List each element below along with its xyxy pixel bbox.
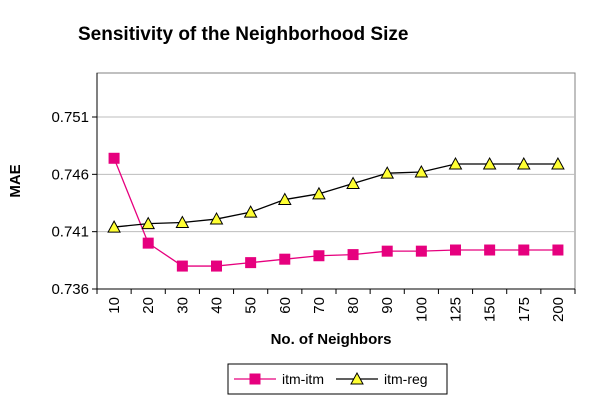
data-point (279, 253, 291, 265)
data-point (380, 166, 395, 179)
series-line (114, 163, 558, 228)
x-tick-label: 10 (106, 297, 123, 314)
x-tick-label: 175 (516, 297, 533, 322)
legend-marker (350, 371, 364, 385)
data-point (277, 192, 292, 206)
y-tick-labels: 0.736 0.741 0.746 0.751 (51, 109, 89, 298)
series-itm-itm (108, 152, 564, 272)
data-point (347, 249, 359, 261)
y-axis-label: MAE (7, 164, 24, 197)
x-tick-label: 60 (277, 297, 294, 314)
gridlines (92, 116, 575, 290)
data-point (346, 176, 360, 190)
x-tick-label: 200 (550, 297, 567, 322)
data-point (450, 244, 461, 256)
legend-items: itm-itm itm-reg (234, 371, 428, 387)
legend-item: itm-itm (234, 371, 324, 387)
x-tick-label: 100 (413, 297, 430, 322)
chart-title: Sensitivity of the Neighborhood Size (78, 24, 408, 45)
x-tick-label: 90 (379, 297, 396, 314)
legend-label: itm-itm (282, 371, 324, 387)
data-point (108, 152, 120, 164)
plot-area (96, 72, 576, 290)
legend: itm-itm itm-reg (227, 363, 448, 395)
y-tick-label: 0.746 (51, 166, 89, 183)
legend-label: itm-reg (384, 371, 428, 387)
data-point (414, 164, 429, 178)
legend-item: itm-reg (336, 371, 428, 387)
data-point (551, 156, 565, 170)
y-tick-label: 0.751 (51, 109, 89, 126)
x-tick-label: 125 (448, 297, 465, 322)
data-point (415, 245, 427, 257)
series-itm-reg (107, 156, 565, 233)
x-tick-label: 40 (209, 297, 226, 314)
x-tick-label: 30 (174, 297, 191, 314)
data-point (107, 220, 121, 233)
x-tick-label: 150 (482, 297, 499, 322)
data-point (313, 250, 325, 262)
data-point (448, 156, 463, 170)
x-tick-labels: 10 20 30 40 50 60 70 80 90 100 125 150 175 200 (106, 297, 567, 322)
y-tick-label: 0.741 (51, 224, 89, 241)
data-point (243, 205, 258, 218)
series-line (113, 158, 558, 267)
y-tick-label: 0.736 (51, 281, 89, 298)
x-axis-label: No. of Neighbors (271, 331, 392, 348)
series (107, 152, 565, 272)
data-point (141, 216, 156, 230)
data-point (312, 186, 326, 200)
x-tick-label: 50 (243, 297, 260, 314)
data-point (482, 156, 497, 170)
data-point (516, 156, 531, 170)
data-point (176, 260, 188, 272)
x-tick-label: 80 (345, 297, 362, 314)
data-point (209, 212, 224, 225)
x-tick-label: 20 (140, 297, 157, 314)
data-point (484, 244, 496, 256)
data-point (175, 215, 190, 228)
data-point (142, 237, 154, 249)
data-point (552, 244, 564, 256)
data-point (381, 245, 393, 257)
data-point (518, 244, 530, 256)
legend-marker (249, 373, 261, 385)
axes (96, 73, 576, 294)
data-point (245, 257, 257, 269)
data-point (211, 260, 222, 272)
x-tick-label: 70 (311, 297, 328, 314)
